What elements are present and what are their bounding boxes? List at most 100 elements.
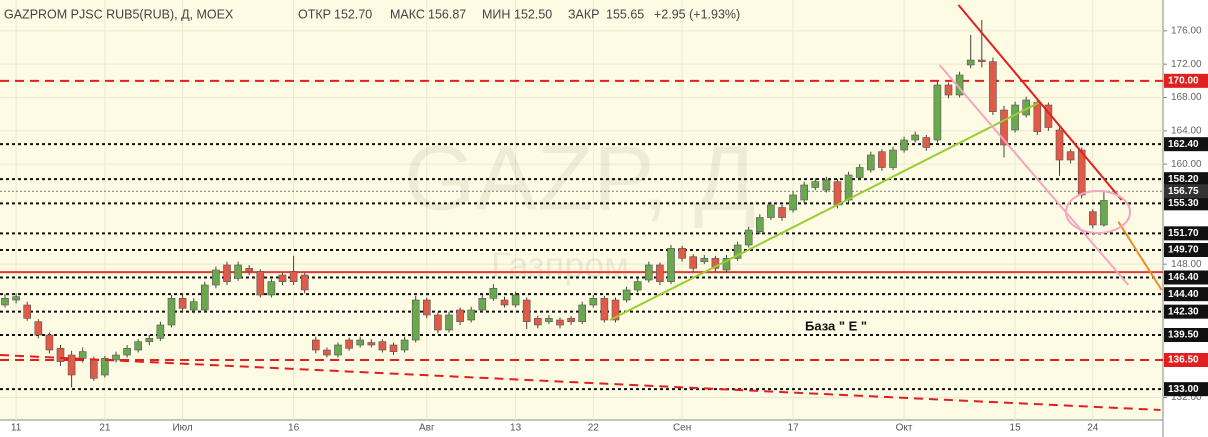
candle-body	[289, 271, 298, 282]
candle-body	[411, 299, 420, 341]
candle-body	[1033, 102, 1042, 132]
candle-body	[811, 181, 820, 188]
price-label-box	[1164, 172, 1208, 187]
price-label-box	[1164, 184, 1208, 199]
candle-body	[334, 344, 342, 356]
candle-body	[45, 334, 54, 351]
price-label: 151.70	[1168, 228, 1199, 239]
candle-body	[278, 274, 287, 282]
price-label-box	[1164, 382, 1208, 397]
candle-body	[223, 264, 231, 282]
candle-body	[356, 339, 365, 346]
candle-body	[556, 319, 564, 326]
candle-body	[489, 288, 498, 299]
candle-body	[1, 298, 9, 306]
candle-body	[167, 298, 176, 326]
trend-line	[957, 4, 1123, 201]
candle-body	[445, 314, 453, 331]
candle-body	[367, 342, 376, 346]
y-tick-label: 164.00	[1171, 125, 1202, 136]
watermark: Газпром	[491, 245, 629, 286]
candle-body	[245, 268, 253, 272]
candle-body	[522, 299, 531, 322]
candle-body	[511, 294, 520, 306]
candle-body	[800, 184, 809, 201]
price-label: 136.50	[1168, 355, 1199, 366]
candle-body	[667, 248, 675, 282]
candle-body	[611, 299, 620, 321]
candle-body	[1089, 211, 1097, 226]
trend-line	[1117, 221, 1163, 291]
ohlc-change: +2.95 (+1.93%)	[654, 7, 740, 21]
candle-body	[400, 339, 409, 351]
x-tick-label: Авг	[419, 423, 435, 434]
candle-body	[656, 264, 664, 282]
price-label-box	[1164, 243, 1208, 257]
candle-body	[101, 358, 109, 376]
candle-body	[134, 341, 142, 351]
candle-body	[345, 339, 353, 349]
x-tick-label: 17	[788, 423, 800, 434]
x-tick-label: 24	[1087, 423, 1099, 434]
candle-body	[911, 134, 920, 141]
candle-body	[1055, 129, 1064, 161]
x-tick-label: 16	[288, 423, 300, 434]
price-label: 155.30	[1168, 198, 1199, 209]
candle-body	[700, 258, 709, 262]
y-tick-label: 160.00	[1171, 159, 1202, 170]
price-label: 158.20	[1168, 174, 1199, 185]
candle-body	[689, 256, 698, 269]
candle-body	[378, 341, 387, 351]
price-label: 133.00	[1168, 384, 1199, 395]
candle-body	[1000, 109, 1008, 146]
price-label-box	[1164, 304, 1208, 319]
candle-body	[434, 314, 442, 331]
y-tick-label: 172.00	[1171, 59, 1202, 70]
ohlc-value: 156.87	[428, 7, 466, 21]
candle-body	[90, 359, 98, 379]
ohlc-value: 155.65	[606, 7, 644, 21]
candle-body	[12, 296, 20, 301]
ohlc-value: 152.50	[514, 7, 552, 21]
candle-body	[966, 59, 975, 66]
trend-line	[0, 354, 1161, 411]
x-tick-label: 22	[588, 423, 600, 434]
price-label: 162.40	[1168, 139, 1199, 150]
candle-body	[844, 174, 853, 201]
candle-body	[500, 299, 509, 306]
candle-body	[23, 304, 32, 319]
candle-body	[311, 339, 320, 351]
candle-body	[589, 298, 598, 306]
candle-body	[866, 154, 875, 171]
x-tick-label: 11	[11, 423, 22, 434]
price-label-box	[1164, 270, 1208, 285]
candle-body	[545, 318, 553, 322]
candle-body	[1077, 149, 1086, 196]
annotation: База " Е "	[805, 318, 867, 333]
candle-body	[267, 281, 276, 296]
candle-body	[944, 84, 953, 96]
candle-body	[456, 309, 464, 322]
candle-body	[422, 299, 431, 316]
candle-body	[1066, 151, 1075, 161]
candle-body	[644, 264, 653, 281]
price-label: 156.75	[1168, 186, 1199, 197]
price-label: 170.00	[1168, 75, 1199, 86]
price-label: 149.70	[1168, 245, 1199, 256]
candle-body	[633, 281, 642, 291]
y-tick-label: 176.00	[1171, 25, 1202, 36]
x-tick-label: Окт	[896, 423, 913, 434]
price-label-box	[1164, 287, 1208, 302]
candle-body	[1100, 200, 1108, 226]
price-label: 142.30	[1168, 306, 1199, 317]
candle-body	[855, 167, 864, 178]
price-label: 139.50	[1168, 330, 1199, 341]
candle-body	[977, 59, 986, 62]
x-tick-label: 13	[510, 423, 522, 434]
ohlc-label: ОТКР	[298, 7, 331, 21]
candle-body	[578, 304, 587, 322]
candle-body	[567, 318, 575, 322]
y-tick-label: 148.00	[1171, 259, 1202, 270]
